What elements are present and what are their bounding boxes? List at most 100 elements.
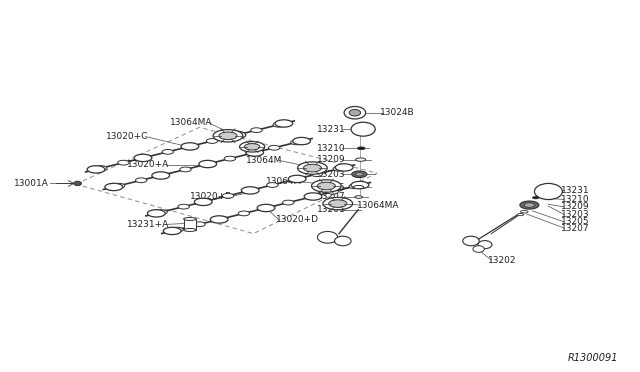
- Ellipse shape: [178, 204, 189, 209]
- Text: 13001A: 13001A: [14, 179, 49, 188]
- Ellipse shape: [267, 183, 278, 187]
- Circle shape: [478, 241, 492, 248]
- Ellipse shape: [216, 217, 227, 221]
- Text: 13207: 13207: [561, 224, 589, 232]
- Circle shape: [534, 183, 563, 199]
- Text: 13231: 13231: [561, 186, 589, 195]
- Ellipse shape: [269, 145, 280, 150]
- Text: 13205: 13205: [317, 183, 346, 192]
- Text: 13209: 13209: [317, 155, 346, 164]
- Ellipse shape: [282, 200, 294, 205]
- Ellipse shape: [356, 158, 365, 161]
- Ellipse shape: [239, 142, 265, 152]
- Ellipse shape: [134, 154, 152, 161]
- Ellipse shape: [246, 149, 264, 156]
- Ellipse shape: [118, 160, 129, 165]
- Ellipse shape: [520, 211, 528, 213]
- Ellipse shape: [292, 137, 310, 145]
- Circle shape: [335, 236, 351, 246]
- Ellipse shape: [257, 204, 275, 212]
- Ellipse shape: [156, 210, 167, 214]
- Ellipse shape: [260, 206, 272, 211]
- Ellipse shape: [357, 147, 365, 150]
- Ellipse shape: [219, 132, 237, 140]
- Text: 13203: 13203: [561, 210, 589, 219]
- Ellipse shape: [352, 171, 367, 177]
- Circle shape: [74, 181, 81, 186]
- Text: 13020+D: 13020+D: [276, 215, 319, 224]
- Ellipse shape: [298, 162, 327, 174]
- Ellipse shape: [303, 164, 321, 172]
- Ellipse shape: [152, 172, 170, 179]
- Ellipse shape: [95, 166, 107, 170]
- Ellipse shape: [157, 173, 169, 177]
- Ellipse shape: [222, 193, 234, 198]
- Text: 13210: 13210: [561, 195, 589, 204]
- Ellipse shape: [238, 211, 250, 216]
- Text: 13064MA: 13064MA: [170, 118, 212, 128]
- Ellipse shape: [211, 216, 228, 223]
- Text: 13210: 13210: [317, 144, 346, 153]
- Circle shape: [473, 246, 484, 252]
- Ellipse shape: [200, 199, 212, 203]
- Text: 13203: 13203: [317, 170, 346, 179]
- Ellipse shape: [251, 128, 262, 132]
- Ellipse shape: [304, 193, 322, 200]
- Ellipse shape: [241, 187, 259, 194]
- Ellipse shape: [244, 144, 260, 150]
- Circle shape: [344, 106, 365, 119]
- Circle shape: [463, 236, 479, 246]
- Ellipse shape: [305, 195, 316, 199]
- Ellipse shape: [184, 228, 196, 231]
- Ellipse shape: [184, 144, 196, 149]
- Ellipse shape: [329, 200, 347, 208]
- Ellipse shape: [224, 156, 236, 161]
- Ellipse shape: [351, 182, 369, 189]
- Text: 13020+B: 13020+B: [190, 192, 232, 202]
- Ellipse shape: [113, 183, 125, 188]
- Text: 13202: 13202: [488, 256, 516, 264]
- Ellipse shape: [532, 197, 539, 199]
- Ellipse shape: [288, 175, 306, 183]
- Ellipse shape: [244, 188, 256, 193]
- Ellipse shape: [312, 180, 341, 192]
- Ellipse shape: [184, 218, 196, 221]
- Text: 13209: 13209: [561, 202, 589, 211]
- Text: 13064M: 13064M: [246, 156, 282, 165]
- Ellipse shape: [206, 139, 218, 143]
- Text: 13231: 13231: [317, 125, 346, 134]
- Ellipse shape: [136, 178, 147, 183]
- Ellipse shape: [327, 189, 339, 194]
- Text: 13024B: 13024B: [380, 108, 414, 117]
- Ellipse shape: [355, 196, 362, 198]
- Circle shape: [317, 231, 338, 243]
- Text: R1300091: R1300091: [568, 353, 618, 363]
- Ellipse shape: [311, 172, 323, 177]
- Ellipse shape: [520, 201, 539, 209]
- Ellipse shape: [354, 186, 364, 189]
- Ellipse shape: [335, 164, 353, 171]
- Text: 13064MA: 13064MA: [356, 201, 399, 209]
- Circle shape: [349, 109, 360, 116]
- Ellipse shape: [323, 198, 353, 210]
- Text: 13020+A: 13020+A: [127, 160, 169, 169]
- Ellipse shape: [273, 122, 284, 127]
- Ellipse shape: [140, 155, 151, 160]
- Ellipse shape: [289, 177, 300, 182]
- Text: 13064M: 13064M: [266, 177, 302, 186]
- Ellipse shape: [181, 143, 199, 150]
- Ellipse shape: [172, 227, 183, 232]
- Ellipse shape: [228, 133, 240, 138]
- Bar: [184, 219, 196, 230]
- Ellipse shape: [194, 222, 205, 227]
- Ellipse shape: [105, 183, 123, 190]
- Ellipse shape: [246, 151, 258, 155]
- Ellipse shape: [147, 210, 165, 217]
- Ellipse shape: [199, 160, 216, 168]
- Ellipse shape: [162, 150, 173, 154]
- Ellipse shape: [195, 198, 212, 206]
- Ellipse shape: [291, 140, 302, 145]
- Ellipse shape: [275, 120, 292, 127]
- Ellipse shape: [163, 227, 181, 235]
- Text: 13205: 13205: [561, 217, 589, 227]
